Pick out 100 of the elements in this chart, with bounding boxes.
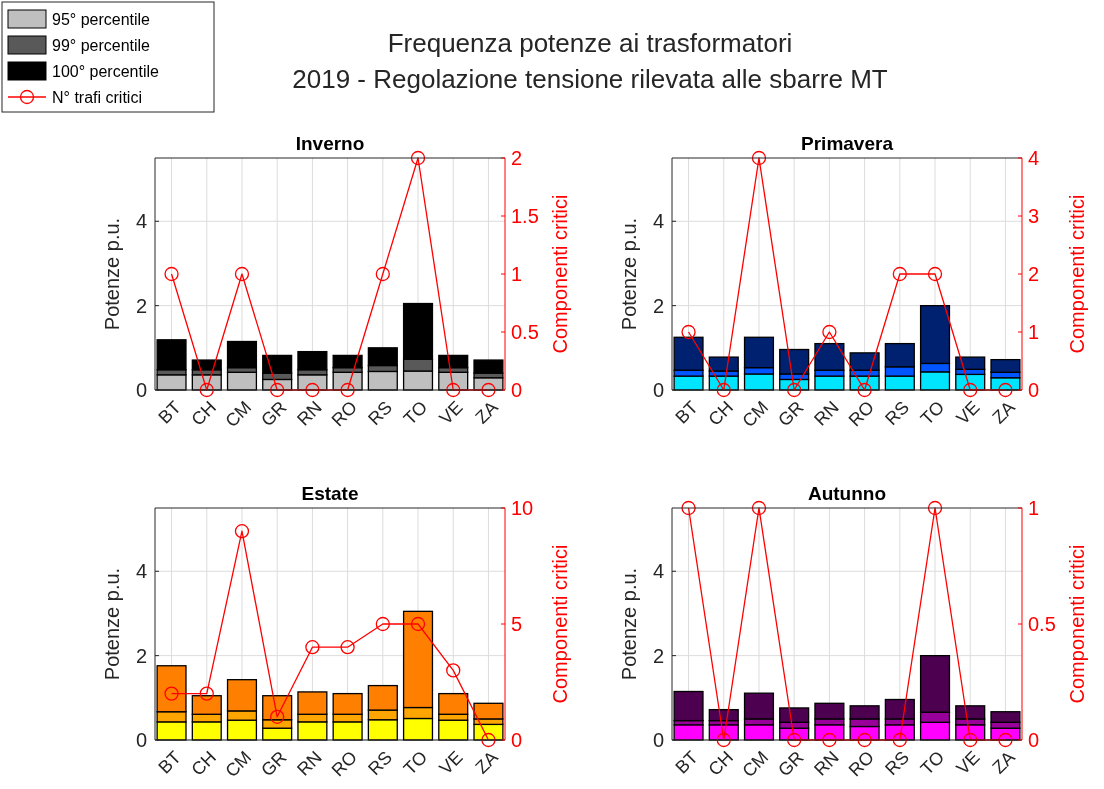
- x-tick-label: RO: [327, 747, 361, 781]
- point: [270, 382, 285, 398]
- y-tick-label: 2: [135, 294, 147, 317]
- x-tick-label: RO: [327, 397, 361, 431]
- point: [164, 266, 179, 282]
- text: Frequenza potenze ai trasformatori: [387, 28, 793, 58]
- y-axis-title: Potenze p.u.: [101, 567, 123, 681]
- y2-axis-title: Componenti critici: [549, 194, 571, 354]
- x-tick-label: CH: [704, 397, 738, 430]
- point: [927, 266, 943, 282]
- y2-tick-label: 5: [511, 613, 523, 635]
- point: [375, 616, 390, 632]
- point: [716, 382, 731, 398]
- y-tick-label: 4: [652, 210, 664, 233]
- chart-title: Estate: [301, 483, 359, 504]
- point: [340, 382, 355, 398]
- x-tick-label: RS: [364, 747, 397, 779]
- point: [340, 640, 355, 655]
- text: 2019 - Regolazione tensione rilevata alle sbarre MT: [292, 64, 888, 94]
- y2-tick-label: 0: [511, 379, 523, 401]
- x-tick-label: TO: [399, 747, 432, 779]
- x-tick-label: GR: [774, 747, 808, 781]
- y2-tick-label: 4: [1028, 147, 1040, 169]
- x-tick-label: VE: [435, 747, 467, 779]
- bar: [226, 340, 258, 369]
- y-tick-label: 2: [652, 644, 664, 667]
- y2-tick-label: 0: [1028, 729, 1040, 751]
- y2-tick-label: 10: [511, 497, 534, 519]
- x-tick-label: RO: [844, 747, 878, 781]
- point: [892, 266, 907, 282]
- chart-title: Primavera: [801, 133, 894, 154]
- legend-label: 95° percentile: [52, 10, 151, 28]
- legend-label: 100° percentile: [52, 62, 160, 80]
- x-tick-label: GR: [257, 397, 291, 431]
- y2-axis-title: Componenti critici: [549, 544, 571, 704]
- y-tick-label: 2: [135, 644, 147, 667]
- x-tick-label: RS: [881, 397, 914, 429]
- x-tick-label: CH: [187, 747, 221, 780]
- x-tick-label: RS: [364, 397, 397, 429]
- x-tick-label: CM: [221, 747, 256, 782]
- x-tick-label: VE: [952, 747, 984, 779]
- bar: [156, 339, 187, 371]
- x-tick-label: GR: [257, 747, 291, 781]
- y2-tick-label: 1: [511, 263, 523, 285]
- x-tick-label: GR: [774, 397, 808, 431]
- point: [234, 266, 250, 282]
- y-axis-title: Potenze p.u.: [618, 217, 640, 331]
- x-tick-label: ZA: [988, 397, 1019, 428]
- bar: [332, 354, 363, 369]
- y-tick-label: 0: [652, 729, 664, 751]
- point: [234, 524, 250, 539]
- legend-label: 99° percentile: [52, 36, 151, 54]
- bar: [473, 359, 504, 374]
- point: [410, 616, 426, 632]
- x-tick-label: VE: [435, 397, 467, 429]
- x-tick-label: CM: [221, 397, 256, 432]
- x-tick-label: VE: [952, 397, 984, 429]
- y2-tick-label: 0.5: [511, 321, 539, 343]
- x-tick-label: RN: [810, 397, 843, 430]
- y2-tick-label: 1.5: [511, 205, 539, 227]
- x-tick-label: RN: [293, 747, 326, 780]
- point: [305, 640, 320, 655]
- point: [751, 150, 767, 166]
- y2-tick-label: 1: [1028, 321, 1040, 343]
- bar: [438, 354, 469, 369]
- point: [787, 382, 802, 398]
- y-axis-title: Potenze p.u.: [618, 567, 640, 681]
- point: [199, 686, 214, 701]
- y2-tick-label: 0: [511, 729, 523, 751]
- y-tick-label: 0: [652, 379, 664, 401]
- point: [446, 663, 461, 678]
- x-tick-label: CH: [187, 397, 221, 430]
- point: [375, 266, 390, 282]
- point: [998, 382, 1013, 398]
- point: [410, 150, 426, 166]
- y2-tick-label: 3: [1028, 205, 1040, 227]
- point: [270, 709, 285, 724]
- bar: [191, 359, 222, 371]
- x-tick-label: BT: [154, 397, 185, 428]
- point: [681, 324, 696, 340]
- y-tick-label: 4: [135, 560, 147, 583]
- point: [481, 382, 496, 398]
- x-tick-label: BT: [154, 747, 185, 778]
- x-tick-label: TO: [916, 397, 949, 429]
- bar: [297, 350, 328, 371]
- x-tick-label: RS: [881, 747, 914, 779]
- y-tick-label: 4: [652, 560, 664, 583]
- y-tick-label: 0: [135, 729, 147, 751]
- x-tick-label: ZA: [471, 747, 502, 778]
- point: [822, 324, 837, 340]
- x-tick-label: RO: [844, 397, 878, 431]
- x-tick-label: BT: [671, 747, 702, 778]
- y2-tick-label: 2: [511, 147, 523, 169]
- y-axis-title: Potenze p.u.: [101, 217, 123, 331]
- x-tick-label: RN: [810, 747, 843, 780]
- x-tick-label: ZA: [988, 747, 1019, 778]
- x-tick-label: ZA: [471, 397, 502, 428]
- y2-tick-label: 2: [1028, 263, 1040, 285]
- chart-title: Autunno: [807, 483, 887, 504]
- y-tick-label: 2: [652, 294, 664, 317]
